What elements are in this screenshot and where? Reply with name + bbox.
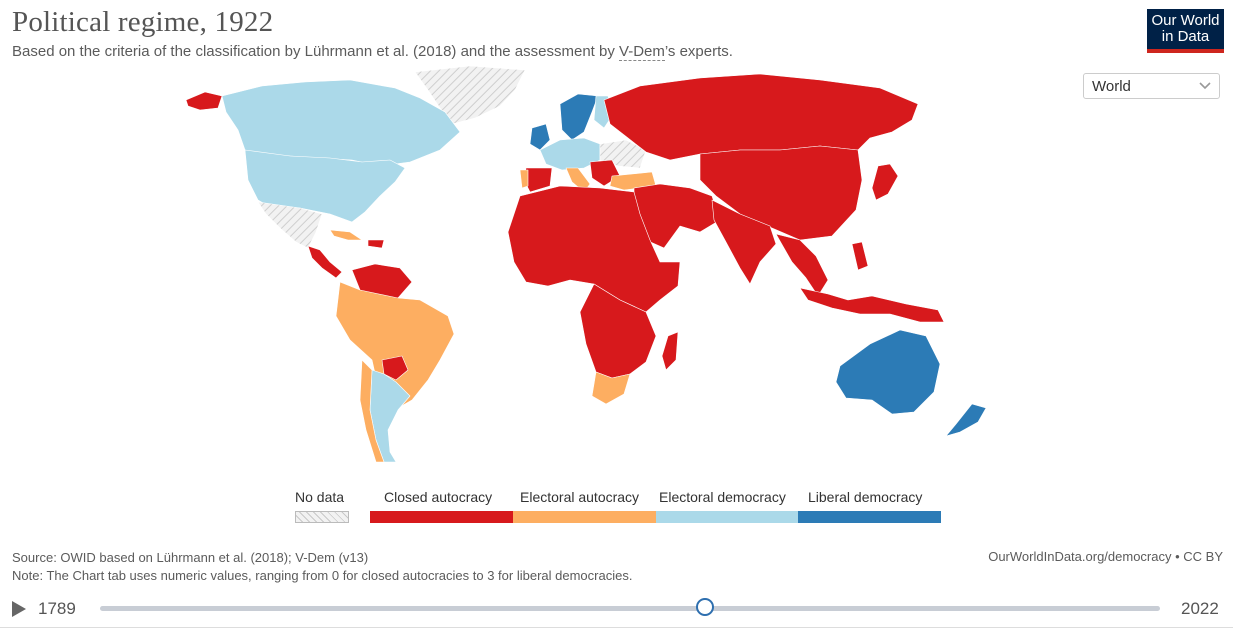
timeline: 1789 2022 <box>0 594 1233 624</box>
region-china-mongolia[interactable] <box>699 145 863 241</box>
legend-label-electoral-democracy: Electoral democracy <box>659 489 786 505</box>
region-chile[interactable] <box>359 359 385 463</box>
play-icon[interactable] <box>12 601 26 617</box>
region-hispaniola[interactable] <box>367 239 385 249</box>
legend-label-liberal-democracy: Liberal democracy <box>808 489 923 505</box>
region-madagascar[interactable] <box>661 331 679 371</box>
logo-line-1: Our World <box>1151 12 1220 29</box>
chevron-down-icon <box>1199 82 1211 90</box>
region-alaska[interactable] <box>185 91 223 111</box>
legend-swatch-no-data <box>295 511 349 523</box>
region-norway-sweden[interactable] <box>559 93 599 141</box>
region-select-value: World <box>1092 78 1131 95</box>
source-text: Source: OWID based on Lührmann et al. (2… <box>12 550 369 565</box>
timeline-end-year[interactable]: 2022 <box>1181 599 1219 618</box>
credit-link[interactable]: OurWorldInData.org/democracy • CC BY <box>988 549 1223 564</box>
region-india[interactable] <box>711 199 777 285</box>
legend-label-closed-autocracy: Closed autocracy <box>384 489 493 505</box>
legend-label-no-data: No data <box>295 489 345 505</box>
region-select[interactable]: World <box>1083 73 1220 99</box>
region-portugal[interactable] <box>519 169 529 189</box>
world-map <box>185 65 987 463</box>
region-new-zealand[interactable] <box>945 403 987 437</box>
legend-swatch-liberal-democracy[interactable] <box>798 511 941 523</box>
chart-title: Political regime, 1922 <box>12 6 274 38</box>
region-paraguay[interactable] <box>381 355 409 381</box>
region-philippines[interactable] <box>851 241 869 271</box>
region-indonesia[interactable] <box>799 287 945 323</box>
region-cuba[interactable] <box>329 229 363 241</box>
subtitle-text: Based on the criteria of the classificat… <box>12 43 620 60</box>
region-brazil[interactable] <box>335 281 455 409</box>
note-text: Note: The Chart tab uses numeric values,… <box>12 568 633 583</box>
region-greenland[interactable] <box>414 65 526 125</box>
vdem-link[interactable]: V-Dem <box>619 43 665 61</box>
region-russia[interactable] <box>603 73 919 161</box>
legend-swatch-electoral-autocracy[interactable] <box>513 511 656 523</box>
region-south-africa[interactable] <box>591 371 631 405</box>
region-japan[interactable] <box>871 163 899 201</box>
legend-swatch-closed-autocracy[interactable] <box>370 511 513 523</box>
region-southeast-asia[interactable] <box>775 233 829 297</box>
subtitle-suffix: ’s experts. <box>664 43 733 60</box>
timeline-track[interactable] <box>100 606 1160 611</box>
region-north-africa[interactable] <box>507 185 681 313</box>
owid-logo[interactable]: Our World in Data <box>1147 9 1224 53</box>
chart-footer: Source: OWID based on Lührmann et al. (2… <box>12 549 632 585</box>
region-mexico[interactable] <box>257 201 323 249</box>
region-uk[interactable] <box>529 123 551 151</box>
region-australia[interactable] <box>835 329 941 415</box>
region-central-america[interactable] <box>307 245 343 279</box>
legend-swatch-electoral-democracy[interactable] <box>656 511 798 523</box>
logo-line-2: in Data <box>1161 28 1210 45</box>
timeline-handle[interactable] <box>696 598 714 616</box>
timeline-start-year[interactable]: 1789 <box>38 599 76 618</box>
legend-label-electoral-autocracy: Electoral autocracy <box>520 489 640 505</box>
map-legend: No data Closed autocracy Electoral autoc… <box>0 485 1233 525</box>
chart-subtitle: Based on the criteria of the classificat… <box>12 43 733 61</box>
tab-bar <box>0 627 1233 634</box>
